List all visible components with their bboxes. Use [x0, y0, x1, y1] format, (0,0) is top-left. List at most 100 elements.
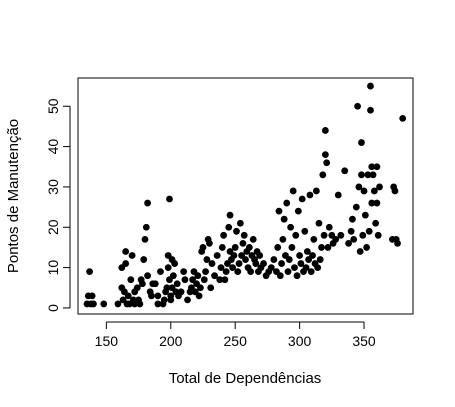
x-axis: 150 200 250 300 350 — [95, 321, 376, 349]
data-point — [127, 276, 135, 284]
data-point — [297, 260, 305, 267]
data-point — [154, 292, 162, 300]
data-point — [306, 191, 314, 199]
data-point — [211, 272, 218, 280]
data-point — [323, 159, 331, 167]
data-point — [252, 260, 260, 267]
data-point — [291, 264, 298, 272]
data-point — [202, 268, 209, 276]
data-point — [218, 244, 226, 251]
data-point — [369, 171, 377, 179]
data-point — [208, 260, 216, 267]
data-point — [376, 183, 383, 191]
data-point — [363, 244, 371, 251]
data-point — [242, 256, 249, 263]
data-point — [350, 235, 358, 243]
data-point — [292, 231, 300, 239]
data-point — [394, 240, 401, 247]
data-point — [122, 248, 130, 255]
data-point — [249, 235, 257, 243]
data-point — [321, 151, 329, 159]
data-point — [370, 187, 378, 195]
data-point — [355, 183, 363, 191]
data-point — [274, 244, 282, 251]
x-tick-label: 150 — [95, 333, 119, 349]
data-point — [235, 260, 243, 267]
data-point — [213, 252, 221, 259]
data-point — [220, 231, 227, 239]
data-point — [280, 215, 288, 223]
data-point — [278, 260, 285, 267]
data-point — [349, 215, 356, 223]
data-point — [318, 244, 325, 251]
data-point — [320, 231, 328, 239]
data-point — [231, 244, 239, 251]
data-point — [100, 300, 108, 308]
data-point — [163, 284, 171, 292]
data-point — [368, 199, 376, 207]
data-point — [358, 171, 365, 179]
data-point — [216, 276, 224, 284]
data-point — [88, 292, 96, 300]
data-point — [319, 171, 327, 179]
data-point — [324, 244, 332, 251]
data-point — [148, 292, 155, 300]
data-point — [334, 191, 342, 199]
y-axis-title: Pontos de Manutenção — [5, 119, 22, 273]
data-point — [114, 300, 122, 308]
data-point — [217, 264, 225, 272]
data-point — [164, 264, 172, 272]
data-point — [345, 240, 352, 247]
data-point — [267, 264, 275, 272]
y-tick-label: 10 — [45, 260, 61, 276]
data-point — [289, 187, 297, 195]
data-point — [236, 219, 244, 227]
data-point — [298, 195, 306, 203]
data-point — [221, 276, 229, 284]
data-point — [144, 199, 151, 207]
data-point — [136, 300, 144, 308]
data-point — [293, 272, 301, 280]
data-point — [230, 252, 238, 259]
data-point — [303, 248, 311, 255]
data-point — [302, 264, 310, 272]
data-point — [177, 288, 185, 296]
plot-frame — [77, 77, 414, 315]
data-point — [181, 276, 189, 284]
data-point — [285, 256, 293, 263]
y-tick-label: 50 — [45, 98, 61, 114]
data-point — [325, 223, 333, 231]
data-point — [283, 199, 291, 207]
data-point — [245, 244, 253, 251]
data-point — [180, 268, 188, 276]
data-point — [356, 248, 364, 255]
data-point — [316, 256, 324, 263]
data-point — [361, 211, 369, 219]
data-point — [142, 223, 150, 231]
data-point — [151, 280, 159, 288]
data-point — [157, 268, 164, 276]
y-tick-label: 40 — [45, 139, 61, 155]
data-point — [169, 272, 177, 280]
data-point — [288, 244, 296, 251]
data-point — [309, 252, 316, 259]
data-point — [296, 252, 304, 259]
y-tick-label: 30 — [45, 179, 61, 195]
data-point — [234, 268, 242, 276]
data-point — [358, 139, 365, 146]
data-point — [173, 280, 181, 288]
data-point — [373, 163, 381, 171]
data-point — [354, 102, 361, 110]
data-point — [287, 223, 294, 231]
data-point — [310, 235, 318, 243]
data-point — [360, 187, 368, 195]
data-point — [226, 211, 234, 219]
data-point — [332, 235, 340, 243]
data-points — [83, 82, 407, 308]
data-point — [260, 260, 267, 267]
data-point — [374, 231, 382, 239]
data-point — [206, 240, 213, 247]
data-point — [128, 252, 136, 259]
x-tick-label: 350 — [352, 333, 376, 349]
data-point — [124, 292, 132, 300]
